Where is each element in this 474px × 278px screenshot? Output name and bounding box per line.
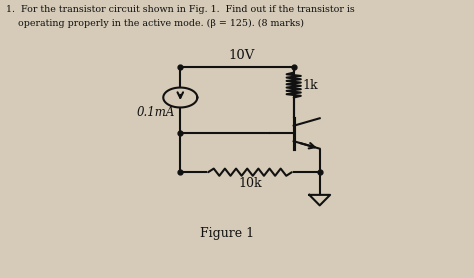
Text: 0.1mA: 0.1mA bbox=[136, 106, 174, 119]
Text: operating properly in the active mode. (β = 125). (8 marks): operating properly in the active mode. (… bbox=[6, 19, 304, 28]
Text: 10k: 10k bbox=[238, 177, 262, 190]
Text: 1k: 1k bbox=[302, 79, 318, 91]
Text: Figure 1: Figure 1 bbox=[201, 227, 255, 240]
Text: 10V: 10V bbox=[228, 49, 255, 62]
Text: 1.  For the transistor circuit shown in Fig. 1.  Find out if the transistor is: 1. For the transistor circuit shown in F… bbox=[6, 5, 355, 14]
